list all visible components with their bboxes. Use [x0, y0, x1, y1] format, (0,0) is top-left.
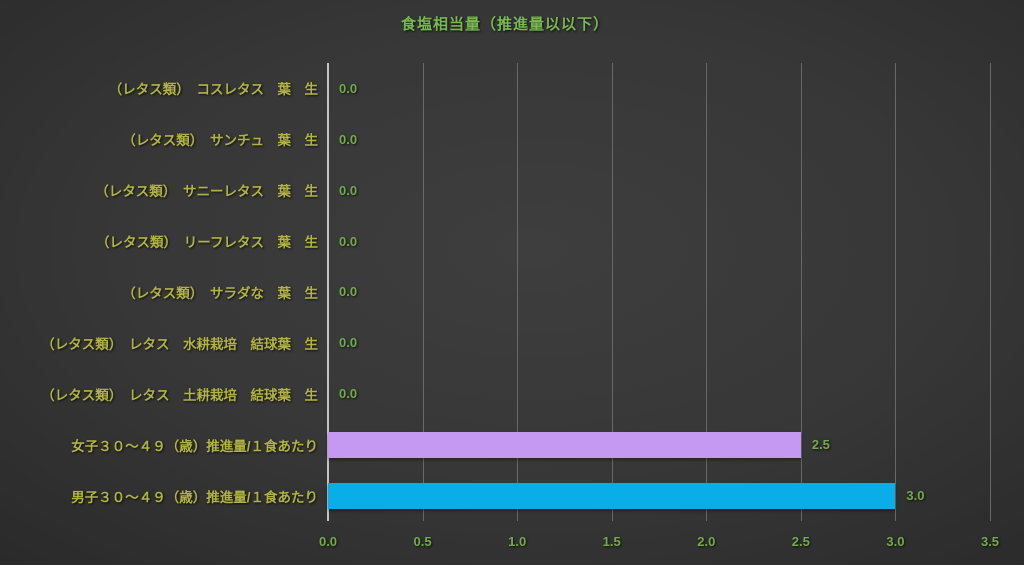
data-label: 0.0	[339, 182, 358, 198]
category-label: （レタス類） サラダな 葉 生	[122, 285, 318, 301]
data-label: 3.0	[906, 488, 925, 504]
gridline	[800, 63, 802, 521]
data-label: 0.0	[339, 386, 358, 402]
bar	[328, 482, 896, 509]
x-tick-label: 1.5	[602, 534, 621, 549]
gridline	[422, 63, 424, 521]
gridline	[611, 63, 613, 521]
x-tick-label: 0.0	[318, 534, 338, 549]
category-label: （レタス類） サンチュ 葉 生	[122, 133, 318, 149]
gridline	[706, 63, 708, 521]
bar-row: 0.0	[328, 63, 1024, 114]
x-tick-label: 2.0	[697, 534, 716, 549]
category-label: （レタス類） コスレタス 葉 生	[108, 82, 318, 98]
gridline	[517, 63, 519, 521]
bar-row: 0.0	[328, 114, 1024, 165]
bar-row: 0.0	[328, 267, 1024, 318]
category-label: （レタス類） レタス 土耕栽培 結球葉 生	[41, 387, 318, 403]
data-label: 0.0	[339, 284, 358, 300]
x-tick-label: 1.0	[508, 534, 527, 549]
value-axis-line	[327, 63, 329, 521]
data-label: 0.0	[339, 233, 358, 249]
bar-row: 0.0	[328, 368, 1024, 419]
plot-area: 0.0 0.0 0.0 0.0 0.0 0.0 0.0 2.5 3.0	[327, 63, 991, 521]
category-label: （レタス類） レタス 水耕栽培 結球葉 生	[41, 336, 318, 352]
x-tick-label: 3.0	[886, 534, 905, 549]
value-axis-tick-labels: 0.0 0.5 1.0 1.5 2.0 2.5 3.0 3.5	[319, 534, 999, 554]
bar-row: 3.0	[328, 470, 1024, 521]
bar-row: 2.5	[328, 419, 1024, 470]
data-label: 0.0	[339, 335, 358, 351]
data-label: 0.0	[339, 80, 358, 96]
data-label: 0.0	[339, 131, 358, 147]
bar	[328, 431, 801, 458]
category-label: （レタス類） サニーレタス 葉 生	[95, 184, 318, 200]
category-label: （レタス類） リーフレタス 葉 生	[96, 235, 318, 251]
bar-row: 0.0	[328, 165, 1024, 216]
x-tick-label: 2.5	[791, 534, 810, 549]
data-label: 2.5	[811, 437, 830, 453]
gridline	[895, 63, 897, 521]
x-tick-label: 3.5	[980, 534, 1000, 549]
chart-title: 食塩相当量（推進量以以下）	[400, 16, 609, 33]
category-label: 女子３０～４９（歳）推進量/１食あたり	[71, 438, 318, 454]
gridline	[990, 63, 991, 521]
category-label: 男子３０～４９（歳）推進量/１食あたり	[71, 489, 318, 505]
bar-row: 0.0	[328, 317, 1024, 368]
x-tick-label: 0.5	[413, 534, 432, 549]
category-axis-labels: （レタス類） コスレタス 葉 生 （レタス類） サンチュ 葉 生 （レタス類） サニ…	[0, 63, 318, 521]
bar-row: 0.0	[328, 216, 1024, 267]
